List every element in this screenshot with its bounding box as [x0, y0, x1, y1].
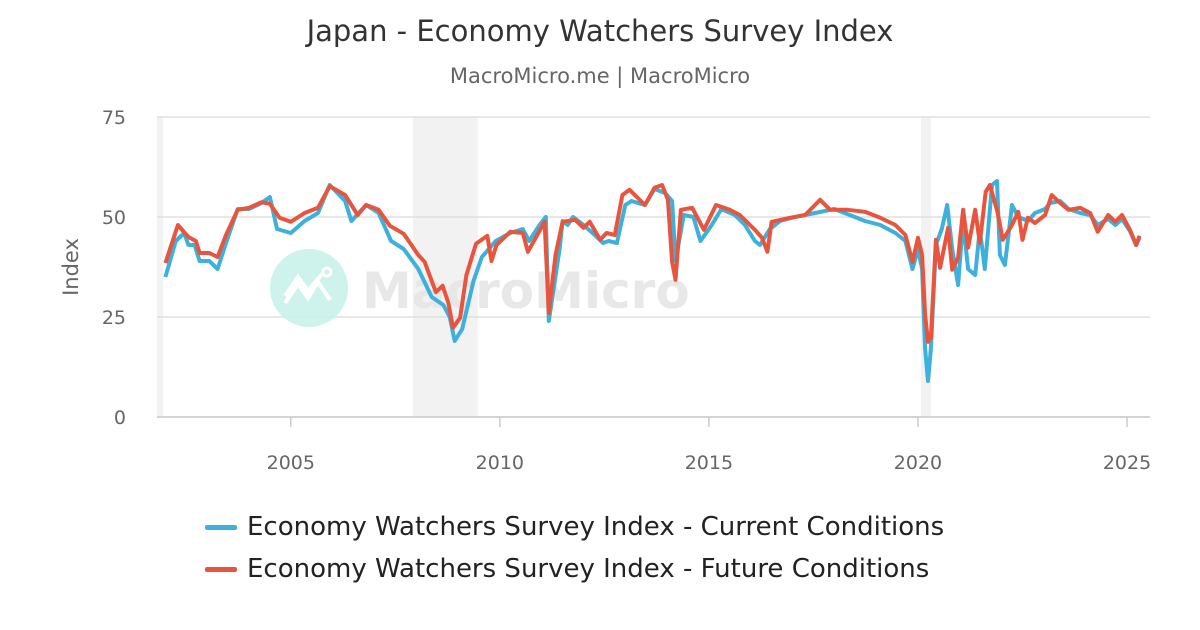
- chart-subtitle: MacroMicro.me | MacroMicro: [449, 64, 751, 88]
- x-tick-label: 2010: [476, 452, 524, 474]
- y-tick-label: 50: [102, 207, 126, 229]
- watermark-text: MacroMicro: [362, 262, 690, 320]
- series-line-current: [163, 179, 1142, 383]
- y-axis-label: Index: [59, 238, 83, 296]
- y-tick-label: 25: [102, 307, 126, 329]
- y-tick-label: 75: [102, 107, 126, 129]
- legend-swatch-current: [205, 524, 237, 530]
- legend-label-current: Economy Watchers Survey Index - Current …: [247, 512, 945, 542]
- legend-swatch-future: [205, 566, 237, 572]
- x-tick-label: 2005: [267, 452, 315, 474]
- legend-item-future[interactable]: Economy Watchers Survey Index - Future C…: [205, 554, 929, 584]
- x-tick-label: 2025: [1103, 452, 1151, 474]
- x-tick-label: 2020: [894, 452, 942, 474]
- chart-title: Japan - Economy Watchers Survey Index: [306, 14, 894, 48]
- legend-label-future: Economy Watchers Survey Index - Future C…: [247, 554, 930, 584]
- legend-item-current[interactable]: Economy Watchers Survey Index - Current …: [205, 512, 944, 542]
- shaded-period: [920, 117, 931, 417]
- series-line-future: [163, 183, 1142, 344]
- x-tick-label: 2015: [685, 452, 733, 474]
- y-tick-label: 0: [114, 407, 126, 429]
- shaded-period: [157, 117, 164, 417]
- watermark-logo: MacroMicro: [270, 249, 690, 327]
